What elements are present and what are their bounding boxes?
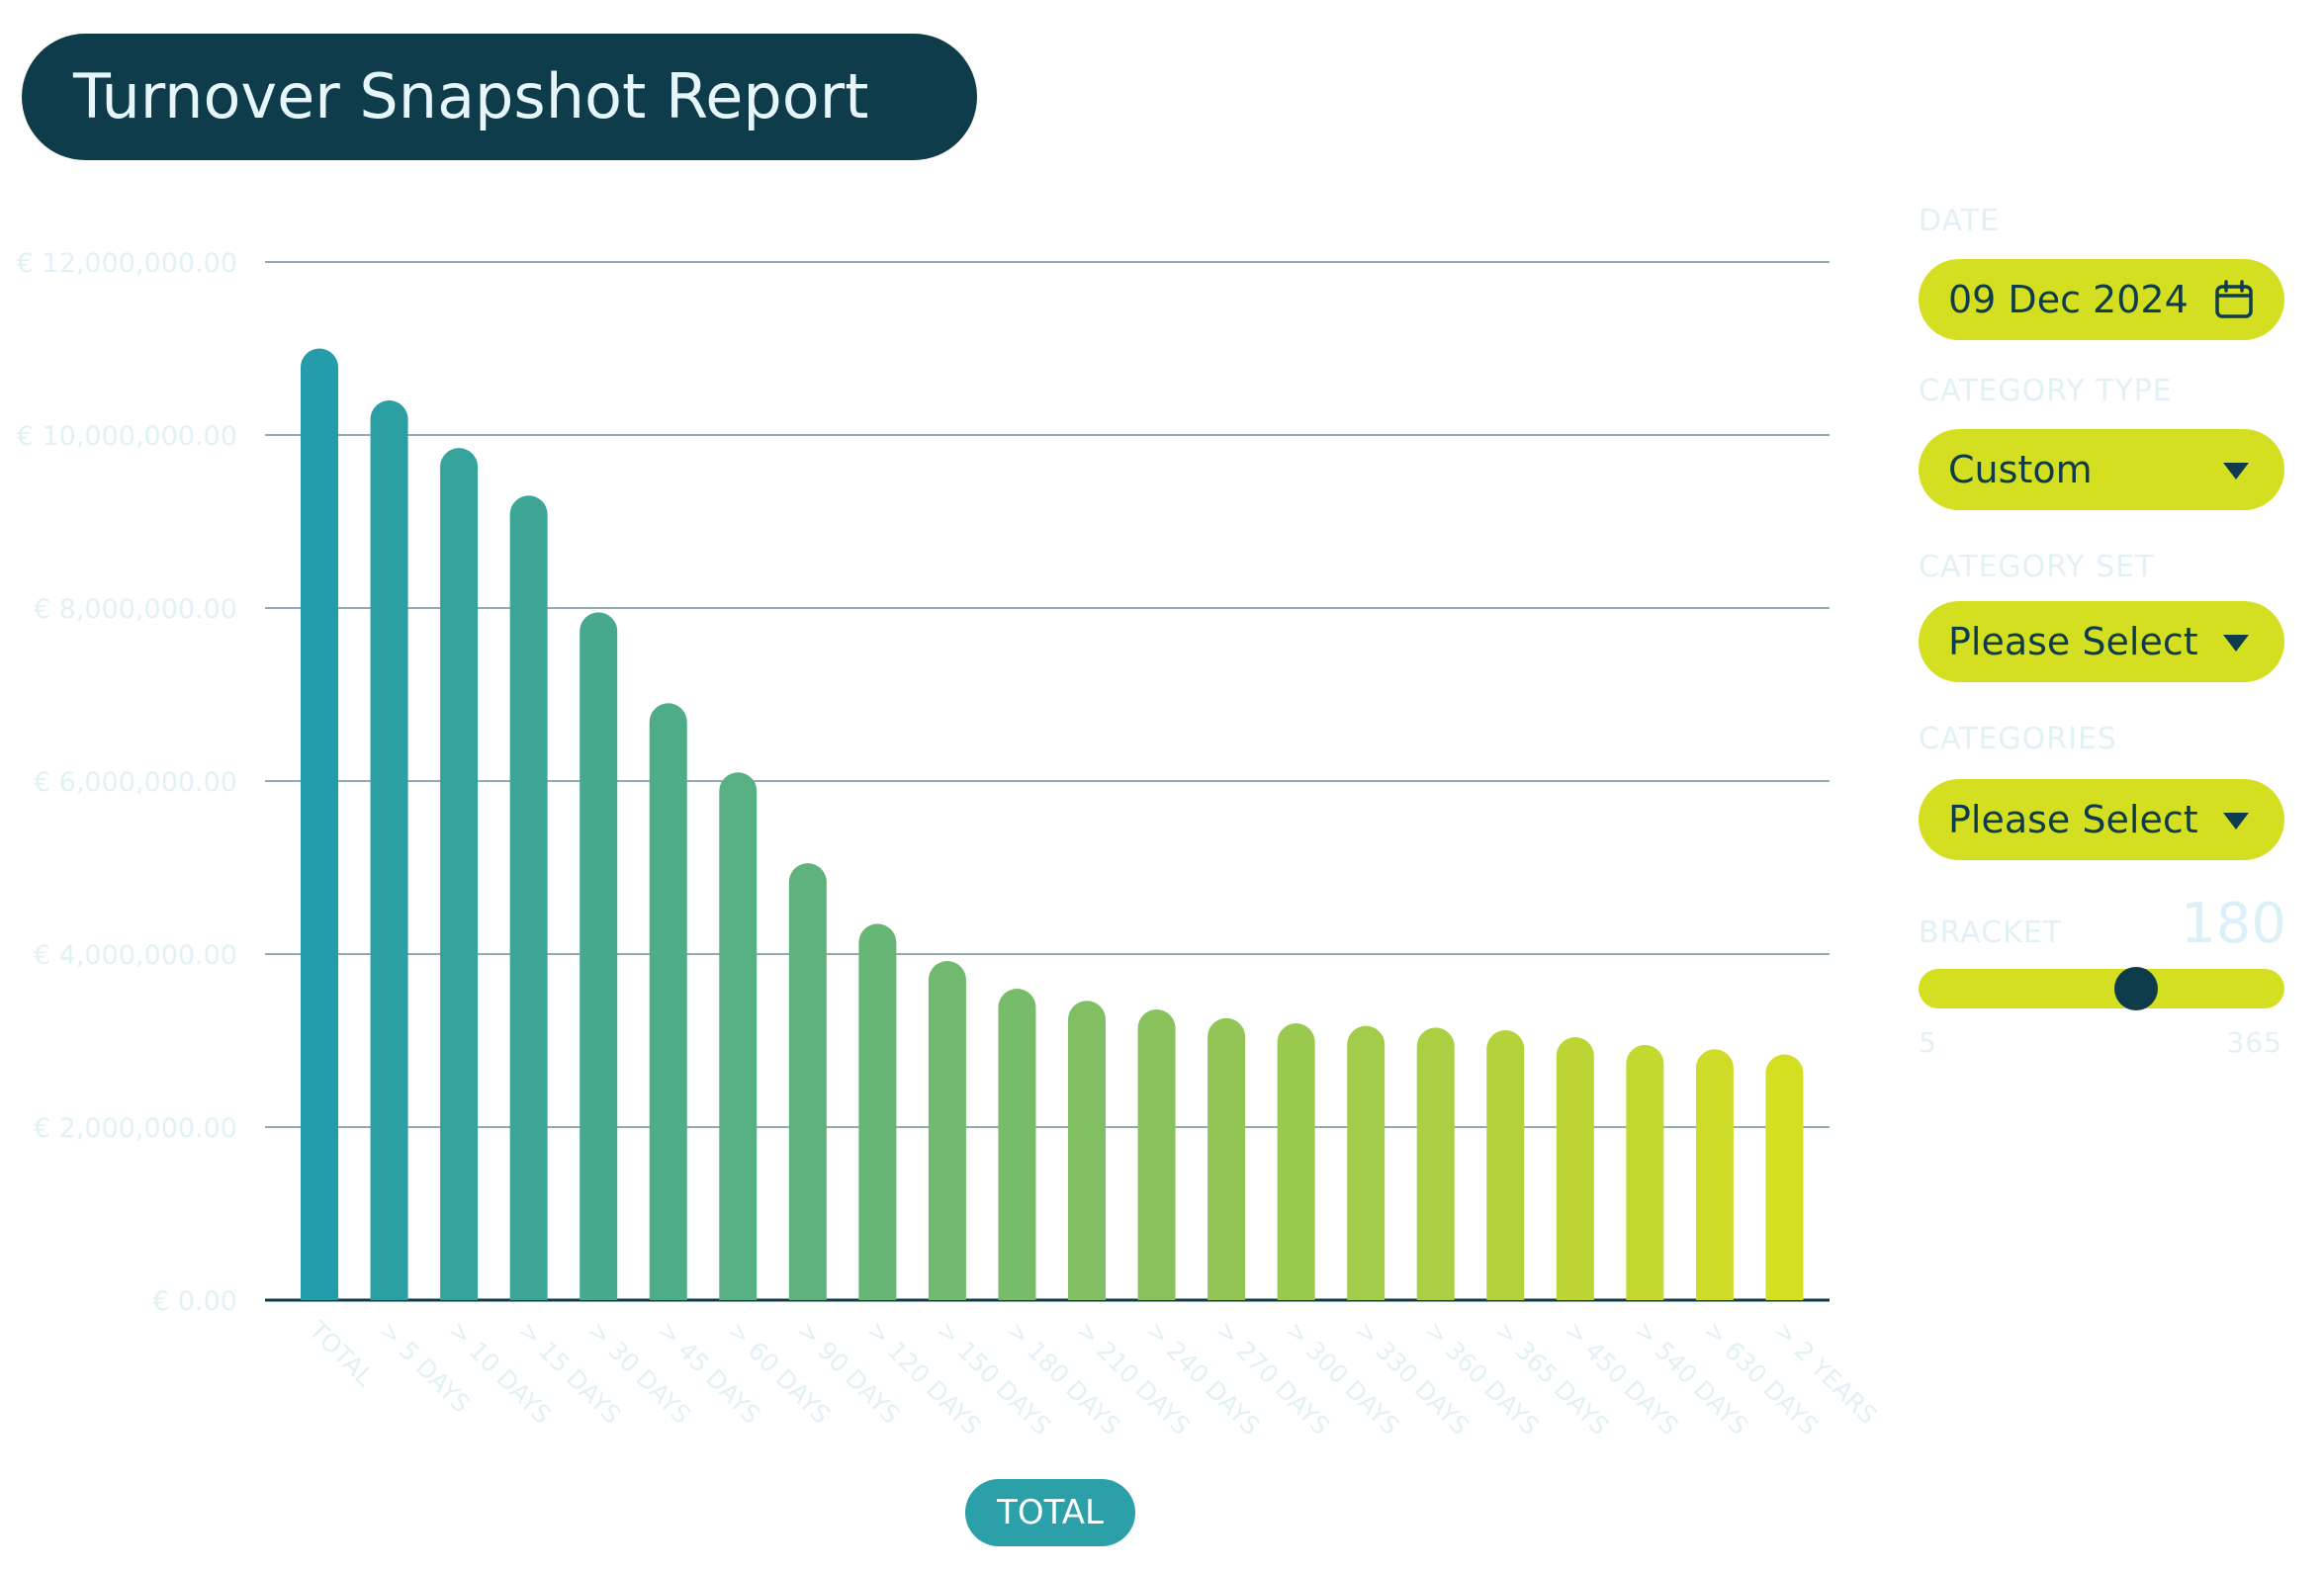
y-tick-label: € 10,000,000.00 xyxy=(17,421,237,452)
bar[interactable] xyxy=(928,961,966,1300)
bar[interactable] xyxy=(440,448,479,1300)
bar[interactable] xyxy=(1695,1049,1734,1300)
chart-bars xyxy=(301,348,1804,1301)
bracket-max-label: 365 xyxy=(2226,1026,2282,1059)
total-button[interactable]: TOTAL xyxy=(965,1479,1135,1546)
y-tick-label: € 4,000,000.00 xyxy=(34,940,237,971)
y-tick-label: € 6,000,000.00 xyxy=(34,767,237,798)
bracket-min-label: 5 xyxy=(1919,1026,1937,1059)
categories-select[interactable]: Please Select xyxy=(1919,779,2284,860)
category-type-label: CATEGORY TYPE xyxy=(1919,374,2173,408)
date-label: DATE xyxy=(1919,204,2001,238)
bar[interactable] xyxy=(1207,1017,1246,1300)
dropdown-caret-icon xyxy=(2223,463,2249,480)
date-picker[interactable]: 09 Dec 2024 xyxy=(1919,259,2284,340)
bar[interactable] xyxy=(858,923,897,1300)
turnover-bar-chart: € 0.00 € 2,000,000.00 € 4,000,000.00 € 6,00… xyxy=(17,248,1879,1441)
bar[interactable] xyxy=(1626,1044,1664,1300)
chart-gridlines xyxy=(265,261,1830,1302)
bar[interactable] xyxy=(649,703,687,1300)
bar[interactable] xyxy=(1068,1001,1106,1300)
categories-value: Please Select xyxy=(1948,798,2198,841)
bracket-slider[interactable] xyxy=(1919,967,2284,1010)
x-axis-tick-labels: TOTAL> 5 DAYS> 10 DAYS> 15 DAYS> 30 DAYS… xyxy=(303,1315,1879,1441)
bar[interactable] xyxy=(1556,1037,1594,1300)
categories-label: CATEGORIES xyxy=(1919,722,2117,756)
bar[interactable] xyxy=(509,495,548,1300)
bar[interactable] xyxy=(301,348,338,1301)
category-type-select[interactable]: Custom xyxy=(1919,429,2284,510)
y-tick-label: € 0.00 xyxy=(152,1286,237,1317)
y-tick-label: € 8,000,000.00 xyxy=(34,594,237,625)
date-value: 09 Dec 2024 xyxy=(1948,278,2189,321)
x-tick-label: TOTAL xyxy=(303,1315,379,1391)
y-tick-label: € 2,000,000.00 xyxy=(34,1113,237,1144)
page-title: Turnover Snapshot Report xyxy=(22,34,977,160)
bar[interactable] xyxy=(1765,1054,1804,1301)
category-type-value: Custom xyxy=(1948,448,2093,491)
dropdown-caret-icon xyxy=(2223,635,2249,652)
bar[interactable] xyxy=(1277,1023,1315,1300)
category-set-label: CATEGORY SET xyxy=(1919,550,2155,584)
bar[interactable] xyxy=(788,863,827,1300)
bar[interactable] xyxy=(370,400,408,1300)
bracket-slider-thumb[interactable] xyxy=(2114,967,2159,1010)
bar[interactable] xyxy=(1486,1030,1525,1300)
calendar-icon[interactable] xyxy=(2213,279,2255,320)
y-axis-tick-labels: € 0.00 € 2,000,000.00 € 4,000,000.00 € 6,00… xyxy=(17,248,237,1317)
category-set-select[interactable]: Please Select xyxy=(1919,601,2284,682)
bar[interactable] xyxy=(998,989,1036,1300)
bar[interactable] xyxy=(1137,1009,1176,1300)
bar[interactable] xyxy=(1347,1025,1385,1300)
dropdown-caret-icon xyxy=(2223,813,2249,830)
category-set-value: Please Select xyxy=(1948,620,2198,663)
bracket-value: 180 xyxy=(2181,892,2286,956)
bar[interactable] xyxy=(1416,1027,1455,1300)
bar[interactable] xyxy=(580,612,618,1300)
y-tick-label: € 12,000,000.00 xyxy=(17,248,237,279)
bar[interactable] xyxy=(719,772,758,1300)
bracket-label: BRACKET xyxy=(1919,916,2063,950)
